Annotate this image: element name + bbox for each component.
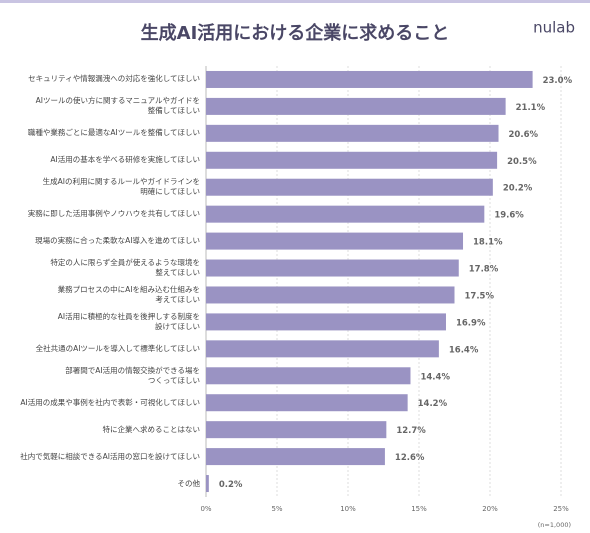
x-tick-label: 10% (340, 505, 356, 513)
value-label: 21.1% (516, 103, 546, 113)
value-label: 12.7% (396, 426, 426, 436)
category-label: 生成AIの利用に関するルールやガイドラインを 明確にしてほしい (42, 177, 200, 197)
value-label: 20.2% (503, 184, 533, 194)
top-strip (0, 0, 590, 3)
bar (206, 448, 385, 466)
value-label: 20.5% (507, 157, 537, 167)
bar (206, 232, 464, 250)
bar (206, 394, 408, 412)
category-label: AI活用に積極的な社員を後押しする制度を 設けてほしい (57, 311, 200, 331)
value-label: 16.9% (456, 318, 486, 328)
value-label: 12.6% (395, 453, 425, 463)
category-label: セキュリティや情報漏洩への対応を強化してほしい (28, 74, 200, 84)
value-label: 14.2% (418, 399, 448, 409)
bar (206, 70, 533, 88)
category-label: AI活用の成果や事例を社内で表彰・可視化してほしい (20, 397, 200, 407)
category-label: 特定の人に限らず全員が使えるような環境を 整えてほしい (50, 258, 200, 278)
category-label: 職種や業務ごとに最適なAIツールを整備してほしい (27, 128, 200, 138)
bar (206, 286, 455, 304)
category-label: 社内で気軽に相談できるAI活用の窓口を設けてほしい (20, 451, 200, 461)
value-label: 23.0% (543, 76, 573, 86)
category-label: 特に企業へ求めることはない (102, 424, 201, 434)
value-label: 0.2% (219, 480, 243, 490)
value-label: 19.6% (494, 211, 524, 221)
bar (206, 421, 387, 439)
bar (206, 313, 446, 331)
bar (206, 205, 485, 223)
category-label: AI活用の基本を学べる研修を実施してほしい (50, 155, 200, 165)
value-label: 17.8% (469, 265, 499, 275)
bar (206, 367, 411, 385)
value-label: 18.1% (473, 238, 503, 248)
x-tick-label: 20% (482, 505, 498, 513)
category-label: 全社共通のAIツールを導入して標準化してほしい (35, 343, 200, 353)
bar (206, 178, 493, 196)
chart-title: 生成AI活用における企業に求めること (141, 22, 450, 44)
bar (206, 259, 459, 277)
value-label: 14.4% (420, 372, 450, 382)
category-label: 現場の実務に合った柔軟なAI導入を進めてほしい (35, 236, 200, 246)
category-label: AIツールの使い方に関するマニュアルやガイドを 整備してほしい (35, 96, 200, 116)
brand-logo: nulab (533, 19, 575, 37)
x-tick-label: 0% (200, 505, 211, 513)
category-label: 業務プロセスの中にAIを組み込む仕組みを 考えてほしい (57, 284, 200, 304)
bar (206, 340, 439, 358)
x-tick-label: 15% (411, 505, 427, 513)
value-label: 16.4% (449, 345, 479, 355)
value-label: 20.6% (509, 130, 539, 140)
bar (206, 97, 506, 115)
sample-note: (n=1,000) (538, 521, 571, 529)
bar (206, 475, 209, 493)
category-label: 部署間でAI活用の情報交換ができる場を つくってほしい (65, 365, 200, 385)
bar (206, 151, 498, 169)
category-label: その他 (177, 478, 201, 488)
bar (206, 124, 499, 142)
x-tick-label: 5% (271, 505, 282, 513)
value-label: 17.5% (465, 291, 495, 301)
category-label: 実務に即した活用事例やノウハウを共有してほしい (27, 209, 200, 219)
x-tick-label: 25% (553, 505, 569, 513)
